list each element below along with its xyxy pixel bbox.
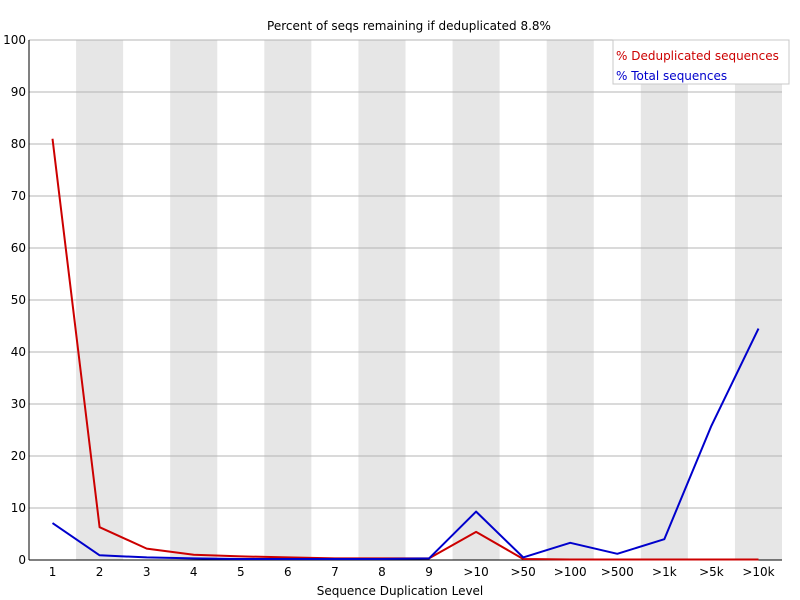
y-tick-label-40: 40 <box>11 345 26 359</box>
gridlines <box>29 39 782 509</box>
x-tick-label-14: >5k <box>699 565 724 579</box>
x-tick-label-8: 9 <box>425 565 433 579</box>
y-tick-label-0: 0 <box>18 553 26 567</box>
x-tick-label-9: >10 <box>463 565 488 579</box>
y-tick-label-80: 80 <box>11 137 26 151</box>
y-tick-label-90: 90 <box>11 85 26 99</box>
x-tick-label-7: 8 <box>378 565 386 579</box>
legend-entry-total: % Total sequences <box>616 69 727 83</box>
x-tick-label-4: 5 <box>237 565 245 579</box>
x-tick-label-10: >50 <box>510 565 535 579</box>
chart-title: Percent of seqs remaining if deduplicate… <box>267 19 551 33</box>
x-tick-label-12: >500 <box>601 565 634 579</box>
y-tick-label-50: 50 <box>11 293 26 307</box>
x-tick-label-0: 1 <box>49 565 57 579</box>
x-tick-label-13: >1k <box>652 565 677 579</box>
series-line-1 <box>51 328 760 560</box>
legend-entry-deduplicated: % Deduplicated sequences <box>616 49 779 63</box>
y-tick-label-60: 60 <box>11 241 26 255</box>
legend: % Deduplicated sequences % Total sequenc… <box>612 39 790 85</box>
y-tick-label-10: 10 <box>11 501 26 515</box>
x-tick-label-5: 6 <box>284 565 292 579</box>
y-tick-label-70: 70 <box>11 189 26 203</box>
x-tick-label-2: 3 <box>143 565 151 579</box>
x-tick-label-15: >10k <box>742 565 774 579</box>
x-tick-label-3: 4 <box>190 565 198 579</box>
x-axis-label: Sequence Duplication Level <box>317 584 484 598</box>
series-lines <box>51 138 760 561</box>
y-tick-label-20: 20 <box>11 449 26 463</box>
y-tick-label-100: 100 <box>3 33 26 47</box>
x-tick-label-11: >100 <box>554 565 587 579</box>
y-tick-label-30: 30 <box>11 397 26 411</box>
x-tick-label-1: 2 <box>96 565 104 579</box>
x-axis-ticks: 1 2 3 4 5 6 7 8 9 >10 >50 >100 >500 >1k >5k >10k <box>49 565 775 579</box>
x-tick-label-6: 7 <box>331 565 339 579</box>
y-axis-ticks: 0 10 20 30 40 50 60 70 80 90 100 <box>3 33 26 567</box>
legend-box <box>612 39 790 85</box>
